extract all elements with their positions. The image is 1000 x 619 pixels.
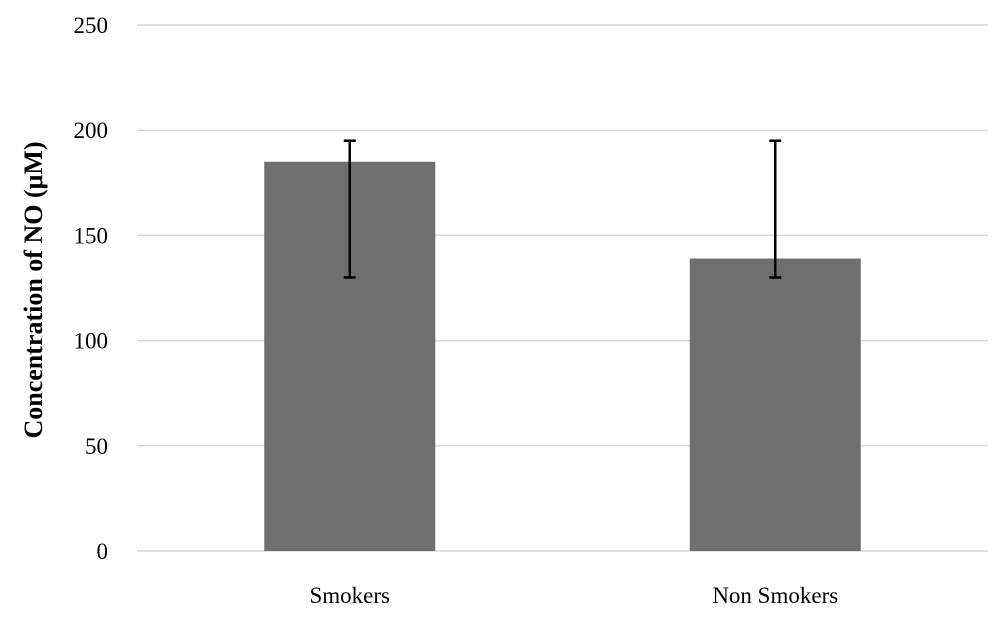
error-bars xyxy=(343,139,782,279)
y-tick-label: 200 xyxy=(74,118,109,143)
x-axis-ticks: Smokers Non Smokers xyxy=(310,583,839,608)
x-tick-label: Smokers xyxy=(310,583,391,608)
y-tick-label: 50 xyxy=(85,434,108,459)
y-tick-label: 250 xyxy=(74,13,109,38)
y-tick-label: 0 xyxy=(97,539,109,564)
x-tick-label: Non Smokers xyxy=(712,583,838,608)
bars xyxy=(264,161,861,551)
bar-non-smokers xyxy=(689,258,861,551)
y-axis-title: Concentration of NO (μM) xyxy=(19,141,48,438)
y-axis-ticks: 0 50 100 150 200 250 xyxy=(74,13,109,564)
y-tick-label: 150 xyxy=(74,223,109,248)
y-tick-label: 100 xyxy=(74,329,109,354)
